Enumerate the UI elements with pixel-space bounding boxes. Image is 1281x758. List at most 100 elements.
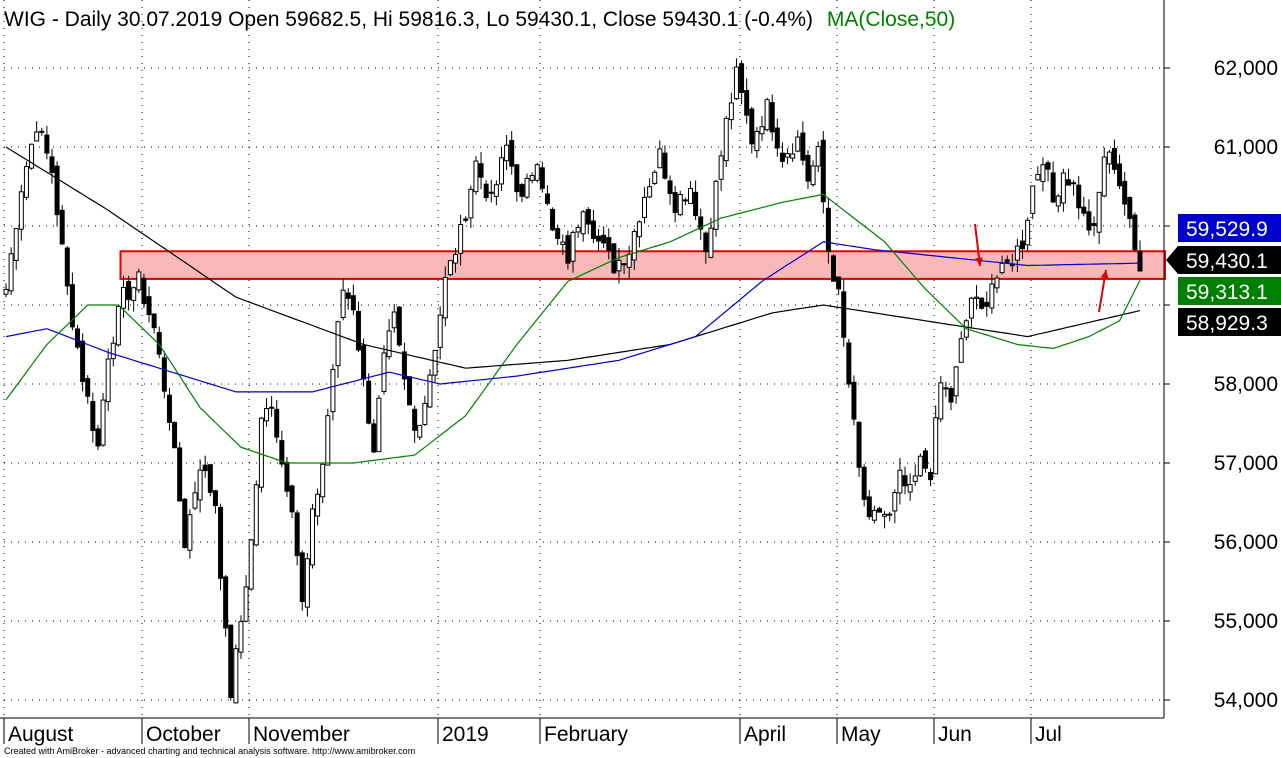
candle-body: [764, 99, 770, 131]
candle-body: [1050, 172, 1056, 203]
candle-body: [892, 492, 898, 512]
candle-body: [1106, 151, 1112, 165]
candle-body: [463, 218, 469, 221]
footer-credit: Created with AmiBroker - advanced charti…: [4, 746, 415, 756]
candle-body: [75, 328, 81, 348]
candle-body: [248, 539, 254, 590]
candle-body: [8, 253, 14, 292]
candle-body: [1045, 162, 1051, 170]
candle-body: [238, 621, 244, 653]
candle-body: [1040, 164, 1046, 183]
candle-body: [182, 498, 188, 548]
candle-body: [151, 313, 157, 329]
candle-body: [626, 253, 632, 268]
candle-body: [59, 209, 65, 245]
arrow-down-head: [975, 257, 983, 266]
annotation-arrows: [974, 223, 1109, 313]
candle-body: [192, 492, 198, 509]
candle-body: [427, 374, 433, 408]
candle-body: [922, 450, 928, 469]
candle-body: [361, 345, 367, 380]
candle-body: [657, 148, 663, 169]
price-tag-label: 59,529.9: [1186, 218, 1268, 241]
candle-body: [401, 351, 407, 380]
candle-body: [1009, 264, 1015, 267]
candle-body: [514, 164, 520, 193]
x-tick-label: 2019: [442, 723, 489, 746]
candle-body: [110, 342, 116, 360]
ma200-line: [5, 146, 1141, 369]
candle-body: [320, 463, 326, 498]
candle-body: [345, 292, 351, 299]
candle-body: [984, 301, 990, 307]
candle-body: [136, 271, 142, 291]
candle-body: [539, 167, 545, 189]
candle-body: [938, 382, 944, 420]
candle-body: [325, 415, 331, 466]
candle-body: [1014, 245, 1020, 261]
candle-body: [677, 193, 683, 216]
candle-body: [912, 475, 918, 482]
candle-body: [672, 192, 678, 214]
candle-body: [953, 366, 959, 397]
candle-body: [739, 63, 745, 94]
x-tick-label: April: [744, 723, 786, 746]
candle-body: [785, 153, 791, 158]
candle-body: [636, 221, 642, 238]
candle-body: [1117, 163, 1123, 187]
candle-body: [95, 428, 101, 447]
candle-body: [820, 139, 826, 203]
candle-body: [437, 314, 443, 348]
candlestick-series: [3, 58, 1143, 704]
candle-body: [1111, 147, 1117, 170]
y-tick-label: 56,000: [1214, 531, 1278, 554]
candle-body: [233, 648, 239, 704]
candle-body: [871, 509, 877, 521]
candle-body: [968, 297, 974, 319]
price-tag: 58,929.3: [1178, 308, 1281, 336]
candle-body: [197, 469, 203, 501]
candle-body: [560, 241, 566, 246]
candle-body: [994, 277, 1000, 289]
price-tag-label: 58,929.3: [1186, 312, 1268, 335]
candle-body: [733, 66, 739, 100]
ma50-line: [5, 193, 1141, 464]
candle-body: [1122, 180, 1128, 205]
x-axis-ticks: August October November 2019 February April Ma…: [3, 718, 1062, 746]
price-tag-shape: [1178, 308, 1281, 336]
candle-body: [391, 311, 397, 329]
candle-body: [943, 387, 949, 390]
candle-body: [565, 235, 571, 264]
candle-body: [1060, 172, 1066, 204]
candle-body: [54, 165, 60, 216]
candle-body: [861, 466, 867, 500]
candle-body: [601, 234, 607, 244]
candle-body: [693, 191, 699, 217]
moving-average-lines: [5, 146, 1141, 464]
candle-body: [381, 352, 387, 392]
candle-body: [585, 209, 591, 225]
candle-body: [120, 286, 126, 309]
candle-body: [805, 154, 811, 182]
candle-body: [667, 180, 673, 194]
candle-body: [703, 232, 709, 252]
grid-lines: [3, 0, 1164, 718]
candle-body: [779, 152, 785, 162]
candle-body: [264, 408, 270, 422]
candle-body: [90, 401, 96, 432]
candle-body: [723, 117, 729, 162]
candle-body: [979, 297, 985, 309]
candle-body: [85, 378, 91, 397]
candle-body: [759, 126, 765, 135]
candle-body: [34, 131, 40, 142]
price-tag: 59,529.9: [1178, 214, 1281, 242]
candle-body: [606, 237, 612, 252]
candle-body: [519, 184, 525, 197]
candle-body: [815, 146, 821, 167]
candle-body: [488, 191, 494, 194]
candle-body: [509, 139, 515, 167]
candle-body: [989, 283, 995, 309]
candle-body: [228, 624, 234, 698]
candle-body: [294, 512, 300, 557]
